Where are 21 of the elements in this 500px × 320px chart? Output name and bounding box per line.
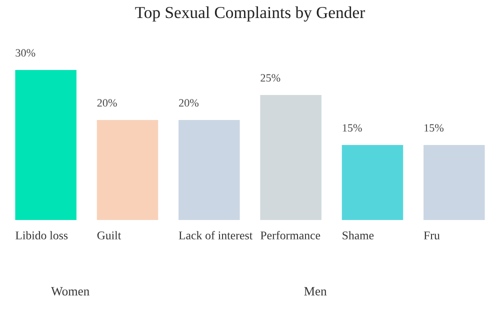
data-label: 15% — [424, 124, 444, 132]
data-label: 30% — [16, 49, 36, 57]
bar — [96, 120, 158, 220]
data-label: 20% — [97, 99, 117, 107]
x-tick-label: Shame — [342, 231, 374, 240]
x-tick-label: Fru — [424, 232, 440, 240]
x-tick-label: Libido loss — [16, 231, 68, 240]
data-label: 15% — [342, 124, 362, 132]
text: Women — [51, 287, 90, 296]
data-label: 20% — [179, 99, 199, 107]
bar — [342, 145, 404, 220]
x-tick-label: Guilt — [97, 231, 122, 240]
bar — [178, 120, 240, 220]
chart-title: Top Sexual Complaints by Gender — [135, 6, 365, 22]
bar — [15, 70, 76, 220]
bar — [260, 95, 322, 220]
text: Men — [304, 287, 327, 296]
x-tick-label: Lack of interest — [178, 230, 253, 240]
data-label: 25% — [260, 74, 280, 82]
bar — [424, 145, 485, 220]
x-tick-label: Performance — [260, 230, 320, 240]
